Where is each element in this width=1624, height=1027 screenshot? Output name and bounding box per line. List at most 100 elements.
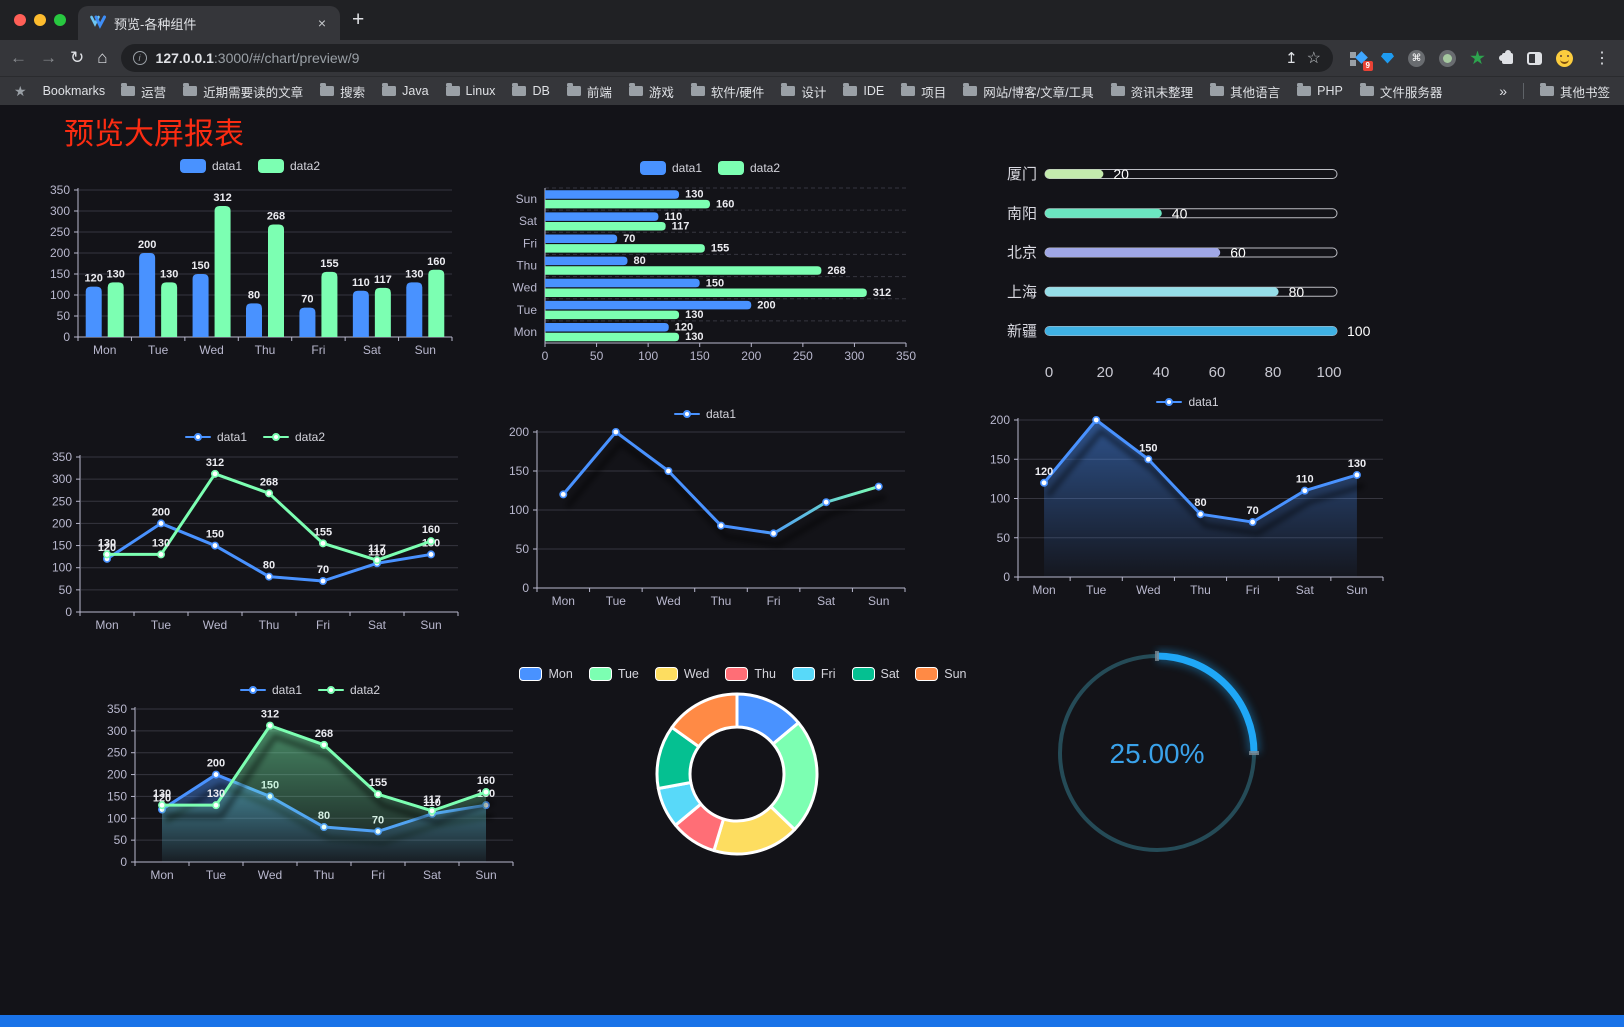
- extension-gem-icon[interactable]: [1381, 52, 1394, 64]
- forward-icon[interactable]: →: [40, 48, 57, 67]
- close-window-button[interactable]: [14, 14, 26, 26]
- svg-text:312: 312: [261, 709, 279, 721]
- legend-item-data1[interactable]: data1: [184, 430, 247, 444]
- legend-label: data1: [271, 683, 302, 697]
- svg-text:150: 150: [206, 529, 224, 541]
- profile-avatar-icon[interactable]: [1556, 49, 1573, 67]
- legend-item-Sun[interactable]: Sun: [915, 667, 967, 681]
- bookmark-label: 软件/硬件: [710, 85, 765, 100]
- svg-text:100: 100: [50, 288, 70, 302]
- maximize-window-button[interactable]: [54, 14, 66, 26]
- minimize-window-button[interactable]: [34, 14, 46, 26]
- bookmark-item[interactable]: 软件/硬件: [690, 82, 765, 101]
- legend-item-data1[interactable]: data1: [673, 407, 736, 421]
- bookmark-item[interactable]: 前端: [566, 82, 612, 101]
- bookmark-item[interactable]: 其他语言: [1210, 82, 1280, 101]
- svg-text:110: 110: [1296, 474, 1314, 486]
- legend-item-data1[interactable]: data1: [239, 683, 302, 697]
- legend-item-Thu[interactable]: Thu: [725, 667, 776, 681]
- share-icon[interactable]: ↥: [1285, 50, 1298, 67]
- extension-star-icon[interactable]: [1470, 50, 1485, 65]
- legend-item-Fri[interactable]: Fri: [791, 667, 836, 681]
- legend-item-Wed[interactable]: Wed: [654, 667, 709, 681]
- svg-text:Sat: Sat: [368, 618, 387, 632]
- legend-item-data2[interactable]: data2: [718, 161, 780, 175]
- legend-item-data1[interactable]: data1: [1156, 395, 1219, 409]
- bookmarks-overflow-chevron[interactable]: »: [1499, 83, 1507, 99]
- svg-text:120: 120: [153, 793, 171, 805]
- svg-text:268: 268: [267, 210, 285, 222]
- site-info-icon[interactable]: i: [132, 51, 147, 65]
- svg-text:Sat: Sat: [423, 868, 442, 882]
- bookmark-item[interactable]: Java: [382, 83, 429, 98]
- svg-text:130: 130: [685, 189, 703, 201]
- legend-item-Mon[interactable]: Mon: [519, 667, 573, 681]
- reload-icon[interactable]: ↻: [70, 48, 85, 67]
- legend-swatch: [718, 161, 744, 175]
- extension-grid-icon[interactable]: 9: [1350, 50, 1373, 71]
- svg-text:100: 100: [1316, 364, 1341, 381]
- side-panel-icon[interactable]: [1527, 51, 1542, 65]
- legend-item-data2[interactable]: data2: [263, 430, 325, 444]
- extensions-puzzle-icon[interactable]: [1499, 49, 1513, 64]
- bookmark-item[interactable]: 项目: [901, 82, 946, 101]
- panel-gauge: 25.00%: [1040, 645, 1275, 865]
- svg-text:200: 200: [1087, 412, 1105, 415]
- browser-tab[interactable]: 预览-各种组件 ×: [78, 6, 340, 40]
- bookmark-item[interactable]: 近期需要读的文章: [183, 82, 303, 101]
- svg-text:120: 120: [1035, 466, 1053, 478]
- bookmark-item[interactable]: 游戏: [628, 82, 674, 101]
- tab-close-icon[interactable]: ×: [317, 15, 326, 31]
- svg-text:Tue: Tue: [151, 618, 172, 632]
- legend-swatch: [639, 161, 666, 175]
- extension-command-icon[interactable]: ⌘: [1408, 49, 1425, 67]
- bookmark-star-icon[interactable]: ☆: [1306, 50, 1321, 67]
- home-icon[interactable]: ⌂: [97, 48, 108, 67]
- legend-item-data1[interactable]: data1: [179, 159, 242, 173]
- legend-swatch: [258, 159, 284, 173]
- bookmark-item[interactable]: 文件服务器: [1359, 82, 1442, 101]
- bookmark-item[interactable]: 运营: [121, 82, 166, 101]
- panel-area-chart-two-series: data1 data2 0 50 100 150 200 250 300 350 Mon Tue We…: [95, 680, 525, 905]
- legend-item-data2[interactable]: data2: [318, 683, 380, 697]
- legend-label: data1: [211, 159, 242, 173]
- bookmark-item[interactable]: 搜索: [320, 82, 365, 101]
- extension-record-icon[interactable]: [1439, 49, 1456, 67]
- bookmark-item[interactable]: 资讯未整理: [1110, 82, 1193, 101]
- folder-icon: [382, 83, 397, 96]
- svg-text:100: 100: [107, 811, 127, 825]
- bookmark-item[interactable]: 网站/博客/文章/工具: [963, 82, 1094, 101]
- bookmark-item[interactable]: DB: [512, 83, 550, 98]
- bookmarks-label[interactable]: Bookmarks: [42, 84, 106, 98]
- svg-text:80: 80: [634, 255, 646, 267]
- new-tab-button[interactable]: +: [352, 8, 365, 31]
- svg-text:200: 200: [990, 413, 1010, 427]
- back-icon[interactable]: ←: [10, 48, 27, 67]
- svg-text:150: 150: [52, 539, 72, 553]
- legend-item-Sat[interactable]: Sat: [851, 667, 899, 681]
- bookmark-item[interactable]: Linux: [445, 83, 495, 98]
- legend-item-data1[interactable]: data1: [639, 161, 702, 175]
- bookmarks-star-icon[interactable]: ★: [14, 82, 27, 99]
- svg-text:200: 200: [52, 516, 72, 530]
- browser-menu-icon[interactable]: ⋮: [1594, 50, 1610, 67]
- bookmark-items: 运营 近期需要读的文章 搜索 Java Linux DB 前端 游戏 软件/硬件 设计 IDE 项目 网…: [121, 82, 1483, 101]
- legend-swatch: [184, 433, 211, 441]
- other-bookmarks[interactable]: 其他书签: [1539, 82, 1610, 101]
- bookmark-item[interactable]: IDE: [843, 83, 884, 98]
- legend-label: Mon: [548, 667, 573, 681]
- browser-chrome: 预览-各种组件 × + ← → ↻ ⌂ i 127.0.0.1:3000/#/c…: [0, 0, 1624, 105]
- svg-text:厦门: 厦门: [1007, 166, 1037, 183]
- address-bar[interactable]: i 127.0.0.1:3000/#/chart/preview/9 ↥ ☆: [120, 44, 1333, 72]
- svg-text:南阳: 南阳: [1007, 205, 1037, 222]
- folder-icon: [1359, 83, 1374, 96]
- legend-item-data2[interactable]: data2: [258, 159, 320, 173]
- svg-text:Fri: Fri: [371, 868, 385, 882]
- svg-text:Mon: Mon: [150, 868, 173, 882]
- folder-icon: [566, 83, 581, 96]
- bookmark-item[interactable]: 设计: [781, 82, 826, 101]
- bookmark-item[interactable]: PHP: [1297, 83, 1343, 98]
- legend-item-Tue[interactable]: Tue: [588, 667, 639, 681]
- svg-text:250: 250: [52, 494, 72, 508]
- svg-text:50: 50: [57, 309, 71, 323]
